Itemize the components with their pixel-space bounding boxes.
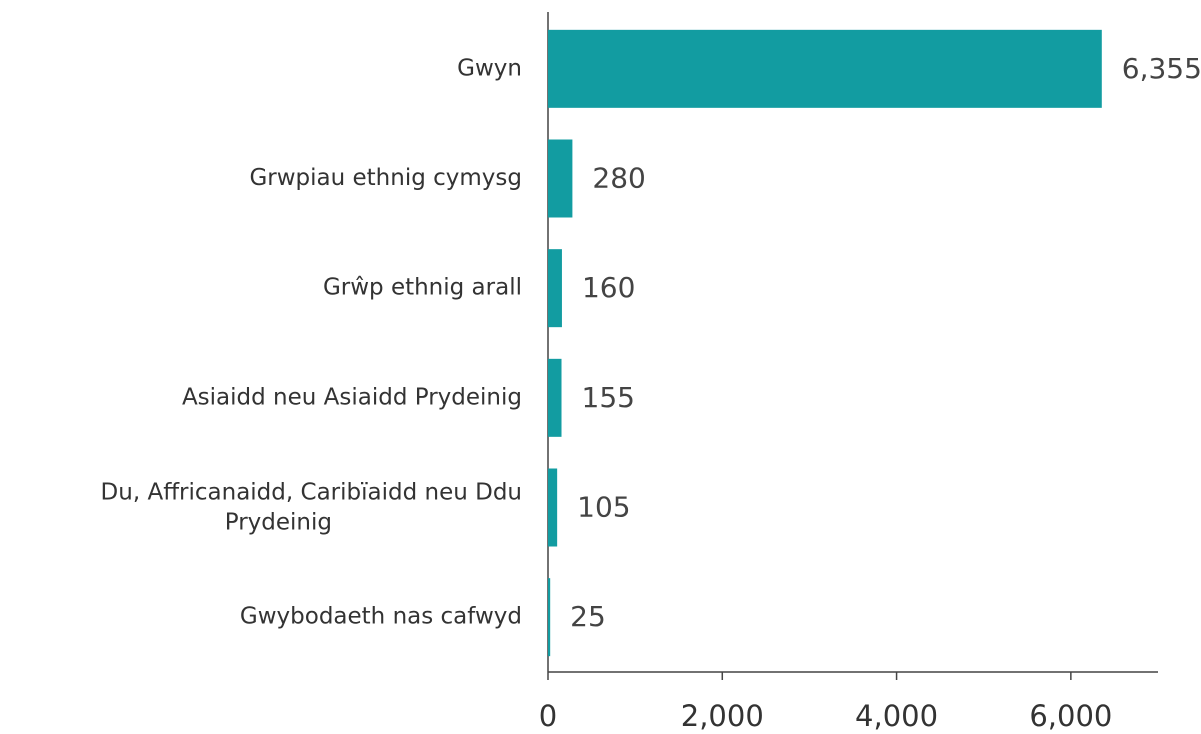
x-tick-label: 4,000 xyxy=(855,699,938,733)
value-label: 155 xyxy=(582,381,635,414)
bar xyxy=(548,139,573,218)
bar xyxy=(548,249,562,328)
value-label: 160 xyxy=(582,271,635,304)
y-tick-label: Gwybodaeth nas cafwyd xyxy=(240,604,522,630)
y-tick-label: Grŵp ethnig arall xyxy=(323,275,522,301)
y-tick-label: Gwyn xyxy=(457,55,522,81)
x-tick-label: 6,000 xyxy=(1029,699,1112,733)
bar xyxy=(548,29,1102,108)
bar xyxy=(548,358,562,437)
x-tick-label: 0 xyxy=(539,699,557,733)
y-tick-label: Du, Affricanaidd, Caribïaidd neu Ddu Pryd… xyxy=(101,479,522,535)
bar xyxy=(548,468,558,547)
x-tick-label: 2,000 xyxy=(681,699,764,733)
value-label: 6,355 xyxy=(1122,52,1201,85)
y-tick-label: Grwpiau ethnig cymysg xyxy=(249,165,522,191)
value-label: 105 xyxy=(577,491,630,524)
value-label: 25 xyxy=(570,600,606,633)
bar xyxy=(548,578,551,657)
y-tick-label: Asiaidd neu Asiaidd Prydeinig xyxy=(182,384,522,410)
value-label: 280 xyxy=(592,162,645,195)
